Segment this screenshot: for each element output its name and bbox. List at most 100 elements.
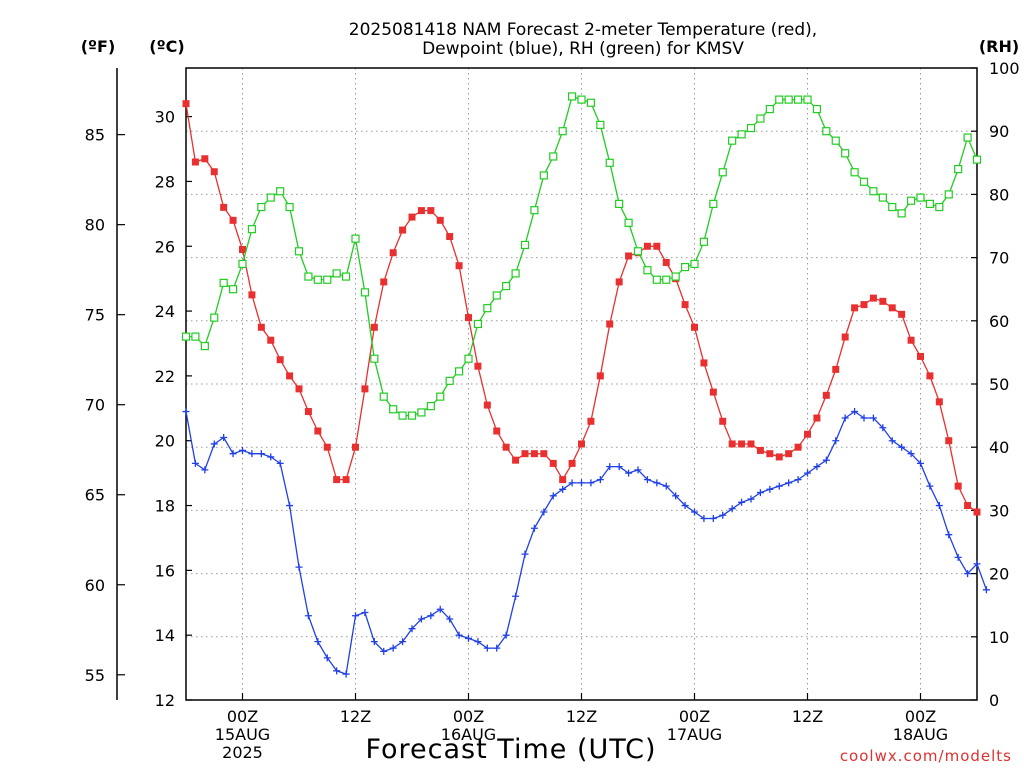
dewpoint-point [201, 466, 209, 474]
dewpoint-point [493, 644, 501, 652]
rh-point [389, 405, 398, 414]
grid [186, 68, 977, 700]
rh-point [370, 354, 379, 363]
dewpoint-point [662, 482, 670, 490]
rh-point [313, 275, 322, 284]
credit-link[interactable]: coolwx.com/modelts [840, 747, 1012, 765]
dewpoint-point [229, 450, 237, 458]
rh-point [897, 209, 906, 218]
fahrenheit-tick-label: 55 [85, 666, 105, 685]
dewpoint-point [691, 508, 698, 516]
rh-point [878, 193, 887, 202]
dewpoint-point [719, 511, 727, 519]
temperature-point [201, 155, 209, 163]
celsius-unit-label: (ºC) [149, 37, 184, 56]
temperature-point [964, 502, 972, 510]
dewpoint-point [530, 524, 538, 532]
rh-point [586, 98, 596, 107]
rh-point [454, 367, 464, 376]
rh-point [841, 149, 850, 158]
rh-point [746, 123, 756, 133]
rh-point [859, 177, 869, 186]
temperature-point [804, 430, 811, 438]
dewpoint-point [446, 615, 454, 623]
dewpoint-point [822, 456, 830, 464]
rh-tick-label: 20 [989, 565, 1009, 584]
dewpoint-point [738, 498, 746, 506]
rh-tick-label: 0 [989, 691, 999, 710]
rh-point [567, 92, 577, 101]
dewpoint-point [380, 647, 388, 655]
rh-point [577, 95, 586, 104]
chart-title-line2: Dewpoint (blue), RH (green) for KMSV [422, 39, 744, 59]
temperature-point [596, 372, 604, 380]
dewpoint-point [521, 550, 529, 558]
rh-point [869, 187, 878, 196]
temperature-point [474, 362, 482, 370]
rh-point [596, 120, 605, 129]
temperature-point [766, 450, 774, 458]
rh-unit-label: (RH) [979, 37, 1019, 56]
axes: 55 60 65 70 75 80 85 12 14 16 18 20 22 24 26 28 30 0 10 20 3… [85, 59, 1020, 762]
dewpoint-point [248, 450, 256, 458]
celsius-tick-label: 30 [155, 108, 175, 127]
temperature-point [380, 278, 388, 286]
temperature-point [691, 323, 698, 331]
rh-point [850, 168, 859, 177]
rh-point [972, 155, 982, 164]
temperature-point [653, 242, 661, 250]
rh-tick-label: 80 [989, 185, 1009, 204]
x-tick-label: 18AUG [893, 725, 948, 744]
fahrenheit-tick-label: 70 [85, 396, 105, 415]
rh-point [473, 319, 483, 329]
dewpoint-point [964, 570, 972, 578]
x-tick-label: 2025 [222, 743, 263, 762]
temperature-point [813, 414, 821, 422]
dewpoint-point [220, 433, 228, 441]
rh-point [633, 247, 643, 256]
dewpoint-point [304, 612, 312, 620]
dewpoint-point [455, 631, 463, 639]
rh-point [812, 104, 822, 114]
x-tick-label: 17AUG [667, 725, 722, 744]
dewpoint-point [860, 414, 868, 422]
dewpoint-point [286, 502, 294, 510]
x-axis-title: Forecast Time (UTC) [365, 734, 656, 765]
dewpoint-point [709, 515, 717, 523]
temperature-point [333, 476, 341, 484]
temperature-point [549, 459, 557, 467]
series [181, 92, 990, 678]
dewpoint-point [568, 479, 576, 487]
rh-point [341, 272, 351, 281]
dewpoint-series [182, 408, 990, 678]
x-tick-label: 00Z [679, 707, 710, 726]
temperature-point [361, 385, 369, 393]
dewpoint-point [804, 469, 811, 477]
dewpoint-point [483, 644, 491, 652]
temperature-point [822, 391, 830, 399]
dewpoint-point [465, 634, 472, 642]
temperature-point [719, 417, 727, 425]
temperature-point [747, 440, 755, 448]
rh-point [944, 190, 953, 199]
temperature-point [389, 249, 397, 257]
dewpoint-point [653, 479, 661, 487]
dewpoint-point [982, 586, 990, 594]
rh-point [323, 275, 332, 284]
dewpoint-point [578, 479, 585, 487]
dewpoint-point [417, 615, 425, 623]
dewpoint-point [851, 408, 859, 416]
x-tick-label: 00Z [905, 707, 936, 726]
dewpoint-point [954, 553, 962, 561]
x-tick-label: 00Z [453, 707, 484, 726]
rh-point [558, 127, 567, 136]
dewpoint-point [766, 485, 774, 493]
temperature-point [785, 450, 793, 458]
rh-point [502, 281, 511, 291]
temperature-point [917, 352, 924, 360]
dewpoint-point [191, 459, 199, 467]
rh-tick-label: 60 [989, 312, 1009, 331]
dewpoint-point [898, 443, 906, 451]
temperature-point [898, 310, 906, 318]
